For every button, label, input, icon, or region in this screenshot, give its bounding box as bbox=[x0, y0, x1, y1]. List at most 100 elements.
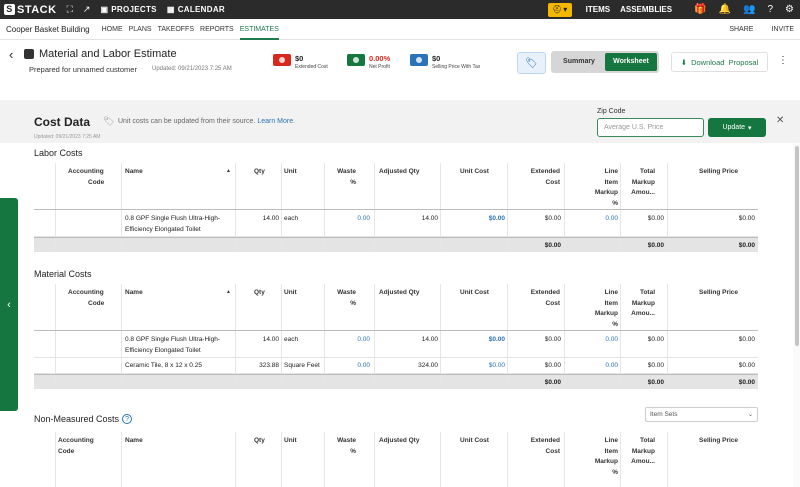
col-accounting-code[interactable]: Accounting Code bbox=[58, 437, 94, 455]
col-unit[interactable]: Unit bbox=[284, 168, 297, 175]
side-panel-toggle[interactable]: ‹ bbox=[0, 198, 18, 411]
share-link[interactable]: SHARE bbox=[729, 25, 754, 33]
col-selling-price[interactable]: Selling Price bbox=[699, 168, 739, 175]
col-extended-cost[interactable]: Extended Cost bbox=[530, 437, 560, 455]
col-adjusted-qty[interactable]: Adjusted Qty bbox=[379, 289, 420, 296]
gift-icon[interactable]: 🎁 bbox=[694, 4, 707, 15]
col-waste[interactable]: Waste% bbox=[337, 289, 356, 307]
col-total-markup[interactable]: Total Markup Amou... bbox=[631, 437, 655, 465]
table-row[interactable]: 0.8 GPF Single Flush Ultra-High- Efficien… bbox=[34, 331, 758, 358]
users-icon[interactable]: 👥 bbox=[743, 4, 756, 15]
col-unit-cost[interactable]: Unit Cost bbox=[460, 289, 489, 296]
non-measured-costs-label: Non-Measured Costs bbox=[34, 414, 120, 424]
material-costs-table: Accounting Code Name ▲ Qty Unit Waste% Ad… bbox=[34, 284, 758, 389]
item-waste[interactable]: 0.00 bbox=[357, 336, 370, 343]
item-unit-cost[interactable]: $0.00 bbox=[488, 362, 505, 369]
tab-home[interactable]: HOME bbox=[101, 25, 123, 33]
user-settings-icon[interactable]: ⚙ bbox=[785, 4, 794, 15]
sort-ascending-icon[interactable]: ▲ bbox=[226, 168, 231, 174]
col-line-item-markup[interactable]: Line Item Markup% bbox=[594, 437, 618, 476]
scrollbar-thumb[interactable] bbox=[795, 146, 799, 346]
items-link[interactable]: ITEMS bbox=[585, 5, 611, 14]
assemblies-link[interactable]: ASSEMBLIES bbox=[620, 5, 673, 14]
tab-takeoffs[interactable]: TAKEOFFS bbox=[157, 25, 195, 33]
caret-down-icon: ▾ bbox=[563, 5, 568, 14]
download-icon: ⬇ bbox=[680, 57, 688, 67]
col-line-item-markup[interactable]: Line Item Markup% bbox=[594, 289, 618, 328]
col-name[interactable]: Name bbox=[125, 437, 143, 444]
zip-code-input[interactable] bbox=[597, 118, 704, 137]
bell-icon[interactable]: 🔔 bbox=[718, 4, 732, 15]
learn-more-link[interactable]: Learn More. bbox=[257, 118, 296, 125]
item-markup[interactable]: 0.00 bbox=[605, 362, 618, 369]
help-icon[interactable]: ? bbox=[767, 4, 774, 15]
item-extended-cost: $0.00 bbox=[544, 215, 561, 222]
caret-down-icon: ▾ bbox=[748, 124, 752, 132]
net-profit-stat: 0.00% Net Profit bbox=[347, 54, 390, 70]
cost-data-note-text: Unit costs can be updated from their sou… bbox=[118, 118, 256, 125]
col-accounting-code[interactable]: Accounting Code bbox=[68, 289, 105, 307]
col-selling-price[interactable]: Selling Price bbox=[699, 289, 739, 296]
question-circle-icon[interactable]: ? bbox=[122, 414, 133, 424]
col-unit-cost[interactable]: Unit Cost bbox=[460, 168, 489, 175]
col-accounting-code[interactable]: Accounting Code bbox=[68, 168, 105, 186]
tab-plans[interactable]: PLANS bbox=[128, 25, 152, 33]
item-markup[interactable]: 0.00 bbox=[605, 336, 618, 343]
col-name[interactable]: Name bbox=[125, 168, 143, 175]
col-adjusted-qty[interactable]: Adjusted Qty bbox=[379, 437, 420, 444]
col-waste[interactable]: Waste% bbox=[337, 437, 356, 455]
col-unit-cost[interactable]: Unit Cost bbox=[460, 437, 489, 444]
table-row[interactable]: 0.8 GPF Single Flush Ultra-High- Efficien… bbox=[34, 210, 758, 237]
projects-link[interactable]: ▣ PROJECTS bbox=[100, 5, 156, 14]
update-label: Update bbox=[722, 124, 746, 131]
item-unit-cost[interactable]: $0.00 bbox=[488, 336, 505, 343]
selling-price-value: $0 bbox=[432, 54, 441, 63]
tag-icon: 🏷 bbox=[525, 57, 538, 69]
col-extended-cost[interactable]: Extended Cost bbox=[530, 168, 560, 186]
sort-ascending-icon[interactable]: ▲ bbox=[226, 289, 231, 295]
table-row[interactable]: Ceramic Tile, 8 x 12 x 0.25 323.88 Squar… bbox=[34, 358, 758, 374]
col-adjusted-qty[interactable]: Adjusted Qty bbox=[379, 168, 420, 175]
chevron-down-icon: ⌄ bbox=[747, 412, 753, 418]
price-tag-button[interactable]: 🏷 bbox=[517, 52, 546, 74]
item-adjusted-qty: 14.00 bbox=[421, 215, 438, 222]
totals-row: $0.00 $0.00 $0.00 bbox=[34, 237, 758, 252]
col-waste[interactable]: Waste% bbox=[337, 168, 356, 186]
item-waste[interactable]: 0.00 bbox=[357, 215, 370, 222]
tab-estimates[interactable]: ESTIMATES bbox=[239, 19, 279, 40]
stack-logo[interactable]: S STACK bbox=[4, 4, 57, 16]
calendar-icon: ▦ bbox=[166, 5, 175, 14]
col-unit[interactable]: Unit bbox=[284, 437, 297, 444]
col-line-item-markup[interactable]: Line Item Markup% bbox=[594, 168, 618, 207]
col-total-markup[interactable]: Total Markup Amou... bbox=[631, 289, 655, 317]
col-unit[interactable]: Unit bbox=[284, 289, 297, 296]
item-sets-select[interactable]: Item Sets ⌄ bbox=[645, 407, 758, 422]
col-total-markup[interactable]: Total Markup Amou... bbox=[631, 168, 655, 196]
calendar-link[interactable]: ▦ CALENDAR bbox=[167, 5, 225, 14]
more-options-icon[interactable]: ⋮ bbox=[778, 55, 788, 66]
download-proposal-button[interactable]: ⬇ Download Proposal bbox=[671, 52, 768, 72]
invite-link[interactable]: INVITE bbox=[771, 25, 794, 33]
item-waste[interactable]: 0.00 bbox=[357, 362, 370, 369]
summary-toggle[interactable]: Summary bbox=[563, 58, 595, 65]
item-unit-cost[interactable]: $0.00 bbox=[488, 215, 505, 222]
hard-hat-menu-button[interactable]: ⛑ ▾ bbox=[547, 2, 572, 17]
net-profit-value: 0.00% bbox=[369, 54, 391, 63]
col-name[interactable]: Name bbox=[125, 289, 143, 296]
tab-reports[interactable]: REPORTS bbox=[200, 25, 234, 33]
close-icon[interactable]: ✕ bbox=[776, 115, 785, 126]
col-qty[interactable]: Qty bbox=[254, 289, 265, 296]
item-markup[interactable]: 0.00 bbox=[605, 215, 618, 222]
money-icon bbox=[410, 54, 428, 66]
project-name[interactable]: Cooper Basket Building bbox=[6, 24, 90, 34]
col-extended-cost[interactable]: Extended Cost bbox=[530, 289, 560, 307]
update-button[interactable]: Update ▾ bbox=[708, 118, 766, 137]
back-chevron-icon[interactable]: ‹ bbox=[9, 47, 14, 62]
expand-icon[interactable]: ⛶ bbox=[66, 4, 73, 14]
col-selling-price[interactable]: Selling Price bbox=[699, 437, 739, 444]
col-qty[interactable]: Qty bbox=[254, 437, 265, 444]
col-qty[interactable]: Qty bbox=[254, 168, 265, 175]
worksheet-toggle[interactable]: Worksheet bbox=[605, 53, 657, 71]
external-link-icon[interactable]: ↗ bbox=[82, 4, 91, 14]
item-name: 0.8 GPF Single Flush Ultra-High- Efficien… bbox=[125, 215, 221, 233]
